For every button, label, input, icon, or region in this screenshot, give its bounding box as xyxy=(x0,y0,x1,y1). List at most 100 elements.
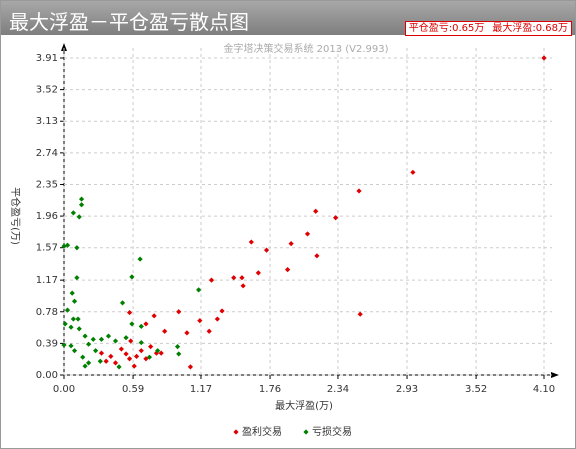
point xyxy=(206,328,212,334)
point xyxy=(214,316,220,322)
point xyxy=(119,300,126,306)
stats: 平仓盈亏:0.65万 最大浮盈:0.68万 xyxy=(404,21,572,36)
point xyxy=(410,169,416,175)
y-tick-label: 2.74 xyxy=(36,148,58,159)
point xyxy=(541,55,547,61)
point xyxy=(123,335,129,341)
point xyxy=(78,196,85,202)
point xyxy=(176,351,182,357)
point xyxy=(231,275,237,281)
y-tick-label: 3.91 xyxy=(36,53,58,64)
header: 最大浮盈－平仓盈亏散点图 平仓盈亏:0.65万 最大浮盈:0.68万 xyxy=(1,1,575,36)
point xyxy=(357,311,363,317)
x-tick-label: 3.52 xyxy=(465,384,487,395)
y-tick-label: 0.39 xyxy=(36,338,58,349)
stat: 最大浮盈:0.68万 xyxy=(492,23,568,34)
point xyxy=(129,321,135,327)
point xyxy=(85,360,92,366)
y-tick-label: 1.57 xyxy=(36,243,58,254)
point xyxy=(126,356,133,362)
legend-label: 亏损交易 xyxy=(312,425,352,438)
point xyxy=(138,323,144,329)
point xyxy=(103,358,109,364)
legend-marker xyxy=(233,429,239,435)
point xyxy=(93,348,99,354)
x-tick-label: 2.93 xyxy=(396,384,418,395)
y-tick-label: 3.52 xyxy=(36,85,58,96)
point xyxy=(97,358,103,364)
point xyxy=(98,350,105,356)
point xyxy=(174,344,181,350)
point xyxy=(76,214,82,220)
point xyxy=(153,350,160,356)
x-tick-label: 1.17 xyxy=(190,384,212,395)
y-tick-label: 1.17 xyxy=(36,275,58,286)
point xyxy=(137,256,143,262)
x-tick-label: 1.76 xyxy=(259,384,281,395)
point xyxy=(129,274,135,280)
point xyxy=(112,360,119,366)
point xyxy=(69,290,75,296)
point xyxy=(70,316,76,322)
point xyxy=(133,353,140,359)
y-tick-label: 0.00 xyxy=(36,370,58,381)
point xyxy=(128,338,134,344)
point xyxy=(61,342,67,348)
y-tick-label: 2.35 xyxy=(36,179,58,190)
point xyxy=(105,333,112,339)
point xyxy=(151,313,157,319)
stat: 平仓盈亏:0.65万 xyxy=(408,23,485,34)
point xyxy=(240,283,246,289)
point xyxy=(71,348,78,354)
point xyxy=(61,243,67,249)
point xyxy=(131,363,137,369)
x-tick-label: 2.34 xyxy=(327,384,349,395)
y-tick-label: 0.78 xyxy=(36,307,58,318)
x-axis-label: 最大浮盈(万) xyxy=(275,399,333,412)
y-axis-label: 平仓盈亏(万) xyxy=(9,187,22,245)
point xyxy=(197,318,203,324)
x-tick-label: 0.00 xyxy=(53,384,75,395)
point xyxy=(82,333,88,339)
point xyxy=(98,336,105,342)
point xyxy=(76,326,82,332)
x-tick-label: 4.10 xyxy=(533,384,555,395)
y-tick-label: 3.13 xyxy=(36,116,58,127)
point xyxy=(155,348,161,354)
point xyxy=(314,253,320,259)
point xyxy=(196,287,202,293)
point xyxy=(208,277,215,283)
legend-label: 盈利交易 xyxy=(242,425,282,438)
point xyxy=(184,330,190,336)
point xyxy=(126,309,133,316)
x-tick-label: 0.59 xyxy=(122,384,144,395)
point xyxy=(313,208,319,214)
title: 最大浮盈－平仓盈亏散点图 xyxy=(9,10,249,34)
point xyxy=(148,344,154,350)
point xyxy=(146,354,153,360)
point xyxy=(74,245,80,251)
point xyxy=(68,343,74,349)
point xyxy=(64,242,71,248)
point xyxy=(285,267,291,273)
point xyxy=(123,351,129,357)
point xyxy=(138,339,144,346)
point xyxy=(333,215,339,221)
y-tick-label: 1.96 xyxy=(36,211,58,222)
point xyxy=(219,308,225,314)
watermark: 金字塔决策交易系统 2013 (V2.993) xyxy=(223,42,388,55)
point xyxy=(70,210,76,216)
point xyxy=(112,338,119,344)
x-axis-arrow xyxy=(551,372,559,378)
point xyxy=(176,309,182,315)
point xyxy=(187,364,194,370)
point xyxy=(71,298,78,304)
point xyxy=(288,241,294,247)
y-axis-arrow xyxy=(61,43,67,51)
point xyxy=(78,202,85,208)
point xyxy=(68,324,74,330)
point xyxy=(158,350,164,356)
point xyxy=(80,354,86,360)
legend-marker xyxy=(303,429,309,435)
